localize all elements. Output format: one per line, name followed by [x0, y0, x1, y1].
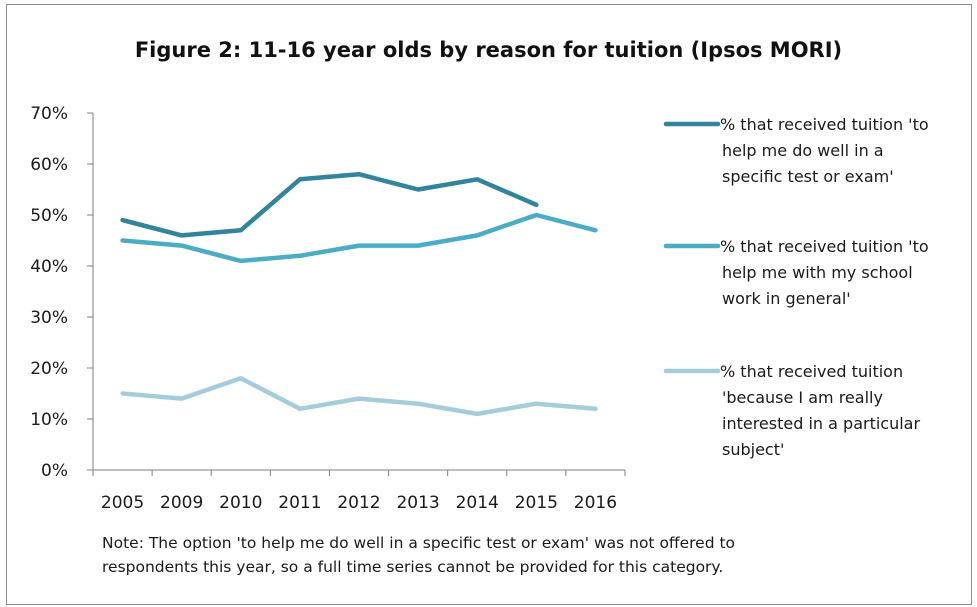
legend-label-2: % that received tuition 'to — [720, 237, 929, 256]
chart-note: Note: The option 'to help me do well in … — [102, 531, 902, 579]
series-line-1 — [120, 171, 539, 238]
chart-legend: % that received tuition 'to help me do we… — [663, 115, 929, 459]
y-tick-label: 40% — [30, 257, 68, 277]
note-line-2: respondents this year, so a full time se… — [102, 558, 724, 576]
y-tick-label: 30% — [30, 308, 68, 328]
y-tick-label: 20% — [30, 359, 68, 379]
legend-label-1: specific test or exam' — [722, 167, 894, 186]
legend-label-1: % that received tuition 'to — [720, 115, 929, 134]
legend-label-3: subject' — [722, 440, 784, 459]
x-tick-label: 2011 — [278, 493, 321, 513]
chart-series — [120, 171, 598, 417]
x-tick-label: 2012 — [337, 493, 380, 513]
legend-label-2: work in general' — [722, 289, 851, 308]
y-tick-label: 60% — [30, 155, 68, 175]
y-tick-label: 10% — [30, 410, 68, 430]
y-tick-label: 0% — [41, 461, 68, 481]
x-tick-label: 2009 — [160, 493, 203, 513]
x-tick-label: 2015 — [515, 493, 558, 513]
x-tick-label: 2014 — [456, 493, 499, 513]
chart-frame — [6, 4, 972, 605]
x-tick-label: 2005 — [101, 493, 144, 513]
series-line-3 — [120, 375, 598, 417]
series-line-2 — [120, 212, 598, 264]
legend-label-3: % that received tuition — [720, 362, 903, 381]
x-tick-label: 2010 — [219, 493, 262, 513]
legend-label-3: interested in a particular — [722, 414, 920, 433]
legend-label-2: help me with my school — [722, 263, 913, 282]
note-line-1: Note: The option 'to help me do well in … — [102, 534, 736, 552]
x-tick-label: 2013 — [396, 493, 439, 513]
y-tick-label: 50% — [30, 206, 68, 226]
chart-axes: 0% 10% 20% 30% 40% 50% 60% 70% 2005 2009 2010 2011 2… — [30, 104, 626, 513]
chart-title: Figure 2: 11-16 year olds by reason for … — [134, 38, 843, 62]
y-tick-label: 70% — [30, 104, 68, 124]
legend-label-3: 'because I am really — [722, 388, 883, 407]
legend-label-1: help me do well in a — [722, 141, 884, 160]
x-tick-label: 2016 — [574, 493, 617, 513]
